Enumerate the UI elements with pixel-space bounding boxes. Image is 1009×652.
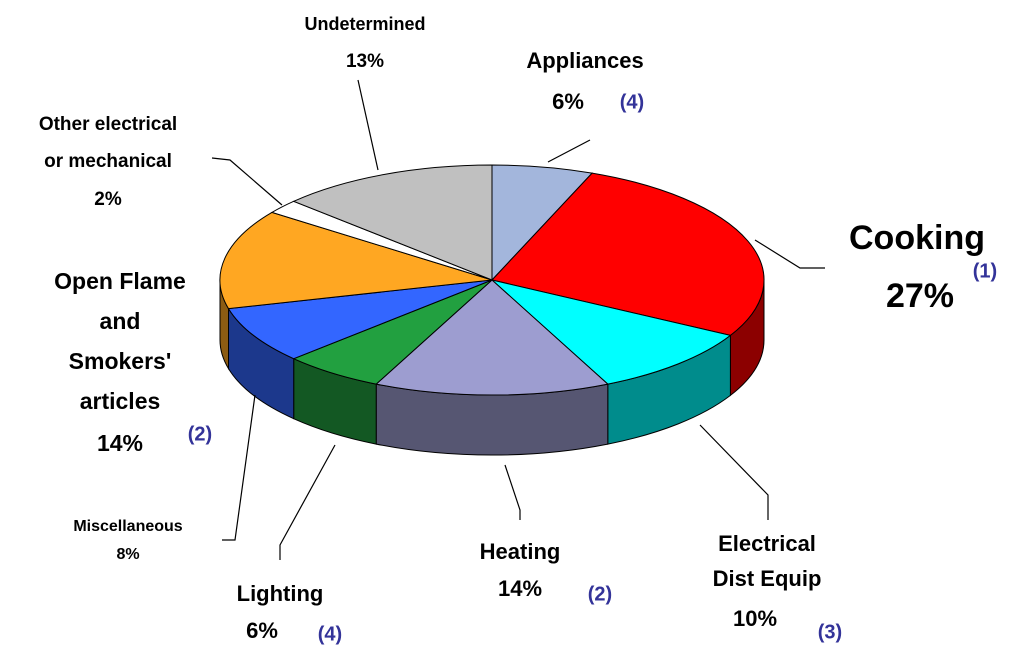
pie-slice <box>375 279 609 396</box>
value-label: 6% <box>552 89 584 114</box>
label-line: articles <box>80 388 161 414</box>
value-label: 14% <box>97 430 143 456</box>
pie-slice <box>227 279 493 360</box>
label-line: or mechanical <box>44 151 172 172</box>
pie-slice <box>491 172 765 336</box>
pie-slice <box>219 211 493 310</box>
label-line: Smokers' <box>69 348 172 374</box>
rank-annotation: (1) <box>973 260 997 282</box>
label-line: Cooking <box>849 219 985 257</box>
leader-line <box>547 139 591 163</box>
rank-annotation: (4) <box>318 623 342 645</box>
leader-line <box>211 157 283 206</box>
slice-label: Cooking <box>849 219 985 257</box>
leader-line <box>279 444 336 560</box>
label-line: Other electrical <box>39 114 177 135</box>
rank-annotation: (2) <box>188 423 212 445</box>
leader-line <box>754 239 825 269</box>
value-label: 14% <box>498 576 542 601</box>
value-label: 27% <box>886 277 954 315</box>
value-label: 2% <box>94 189 122 210</box>
label-line: Undetermined <box>304 14 425 34</box>
slice-label: Appliances <box>526 48 643 73</box>
slice-label: Open Flame and Smokers' articles <box>54 268 186 414</box>
rank-annotation: (3) <box>818 621 842 643</box>
value-label: 13% <box>346 51 384 72</box>
leader-line <box>504 464 521 520</box>
label-line: and <box>100 308 141 334</box>
label-line: Heating <box>480 539 561 564</box>
leader-line <box>222 394 256 541</box>
value-label: 6% <box>246 618 278 643</box>
leader-line <box>357 79 379 171</box>
pie-slice <box>491 279 732 385</box>
rank-annotation: (2) <box>588 583 612 605</box>
slice-label: Other electrical or mechanical <box>39 114 177 172</box>
pie-slice <box>292 164 493 281</box>
label-line: Open Flame <box>54 268 186 294</box>
label-line: Lighting <box>237 581 324 606</box>
slice-label: Undetermined <box>304 14 425 34</box>
slice-label: Miscellaneous <box>73 518 182 535</box>
slice-label: Lighting <box>237 581 324 606</box>
slice-label: Heating <box>480 539 561 564</box>
leader-line <box>699 424 769 520</box>
label-line: Miscellaneous <box>73 518 182 535</box>
rank-annotation: (4) <box>620 91 644 113</box>
slice-label: Electrical Dist Equip <box>713 531 822 591</box>
value-label: 10% <box>733 606 777 631</box>
label-line: Dist Equip <box>713 566 822 591</box>
label-line: Electrical <box>718 531 816 556</box>
label-line: Appliances <box>526 48 643 73</box>
value-label: 8% <box>116 546 139 563</box>
